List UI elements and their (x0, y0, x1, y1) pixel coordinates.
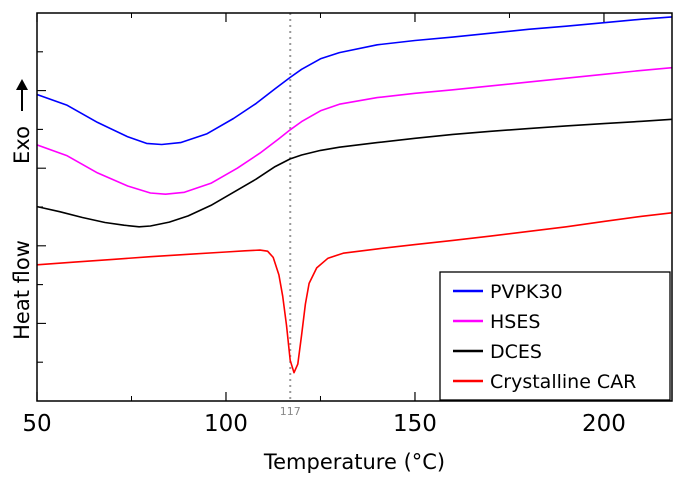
x-axis: 50 100 150 200 (22, 13, 626, 437)
series-line-dces (37, 118, 672, 228)
x-axis-title: Temperature (°C) (263, 450, 445, 473)
x-tick-label: 100 (204, 411, 248, 437)
exo-label: Exo (10, 126, 34, 164)
y-axis (37, 51, 46, 363)
series-line-pvpk30 (37, 16, 672, 146)
legend-box (439, 271, 671, 401)
series-layer (37, 16, 672, 374)
legend-entry-label: DCES (490, 341, 542, 363)
series-line-crystalline-car (37, 212, 672, 374)
legend-entry-label: HSES (490, 311, 540, 333)
annotation-label: 117 (280, 405, 301, 418)
legend-entry-label: PVPK30 (490, 281, 563, 303)
x-tick-label: 150 (393, 411, 437, 437)
y-axis-title-group: Heat flow Exo (10, 79, 34, 340)
series-line-hses (37, 66, 672, 195)
legend-entry-label: Crystalline CAR (490, 371, 636, 393)
legend: PVPK30 HSES DCES Crystalline CAR (439, 271, 671, 401)
up-arrow-icon (16, 79, 28, 111)
x-tick-label: 50 (22, 411, 51, 437)
x-tick-label: 200 (582, 411, 626, 437)
y-axis-title: Heat flow (10, 240, 34, 340)
